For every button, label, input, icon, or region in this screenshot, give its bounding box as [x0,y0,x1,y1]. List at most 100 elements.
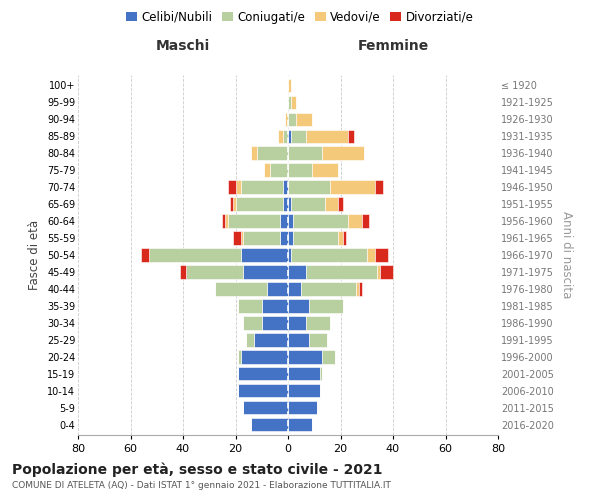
Bar [215,282,267,296]
Y-axis label: Anni di nascita: Anni di nascita [560,212,573,298]
Bar [359,282,361,296]
Bar [290,248,367,262]
Bar [233,232,241,244]
Legend: Celibi/Nubili, Coniugati/e, Vedovi/e, Divorziati/e: Celibi/Nubili, Coniugati/e, Vedovi/e, Di… [122,6,478,28]
Bar [288,367,320,380]
Bar [374,248,388,262]
Bar [288,146,322,160]
Bar [277,130,283,143]
Bar [356,282,359,296]
Bar [241,350,288,364]
Bar [374,180,383,194]
Bar [238,300,262,312]
Bar [288,418,311,432]
Bar [262,300,288,312]
Bar [223,214,225,228]
Bar [185,266,244,278]
Text: Popolazione per età, sesso e stato civile - 2021: Popolazione per età, sesso e stato civil… [12,462,383,477]
Bar [338,198,343,210]
Bar [343,232,346,244]
Bar [257,146,288,160]
Bar [288,300,309,312]
Bar [251,146,257,160]
Bar [288,334,309,346]
Bar [288,384,320,398]
Bar [149,248,241,262]
Bar [283,180,288,194]
Bar [288,232,293,244]
Bar [322,350,335,364]
Bar [288,248,290,262]
Text: COMUNE DI ATELETA (AQ) - Dati ISTAT 1° gennaio 2021 - Elaborazione TUTTITALIA.IT: COMUNE DI ATELETA (AQ) - Dati ISTAT 1° g… [12,481,391,490]
Y-axis label: Fasce di età: Fasce di età [28,220,41,290]
Bar [296,112,311,126]
Bar [288,112,296,126]
Bar [244,401,288,414]
Bar [301,282,356,296]
Bar [325,198,338,210]
Bar [286,112,288,126]
Bar [309,300,343,312]
Bar [251,418,288,432]
Bar [283,130,288,143]
Bar [380,266,393,278]
Bar [227,180,235,194]
Bar [269,164,288,176]
Bar [288,198,290,210]
Bar [377,266,380,278]
Bar [288,266,307,278]
Bar [288,180,330,194]
Bar [288,164,311,176]
Bar [141,248,149,262]
Bar [181,266,185,278]
Bar [288,78,290,92]
Bar [238,367,288,380]
Bar [367,248,374,262]
Bar [238,350,241,364]
Bar [241,232,244,244]
Bar [307,130,349,143]
Bar [307,316,330,330]
Bar [235,198,283,210]
Bar [307,266,377,278]
Bar [244,232,280,244]
Bar [254,334,288,346]
Bar [267,282,288,296]
Bar [288,316,307,330]
Text: Maschi: Maschi [156,38,210,52]
Bar [238,384,288,398]
Bar [338,232,343,244]
Bar [235,180,241,194]
Text: Femmine: Femmine [358,38,428,52]
Bar [309,334,328,346]
Bar [244,316,262,330]
Bar [288,214,293,228]
Bar [322,146,364,160]
Bar [361,214,370,228]
Bar [288,130,290,143]
Bar [293,232,338,244]
Bar [241,248,288,262]
Bar [288,282,301,296]
Bar [280,214,288,228]
Bar [288,96,290,109]
Bar [246,334,254,346]
Bar [241,180,283,194]
Bar [330,180,374,194]
Bar [265,164,269,176]
Bar [233,198,235,210]
Bar [225,214,227,228]
Bar [244,266,288,278]
Bar [290,198,325,210]
Bar [283,198,288,210]
Bar [227,214,280,228]
Bar [290,96,296,109]
Bar [230,198,233,210]
Bar [293,214,349,228]
Bar [320,367,322,380]
Bar [280,232,288,244]
Bar [311,164,338,176]
Bar [290,130,307,143]
Bar [288,350,322,364]
Bar [349,130,353,143]
